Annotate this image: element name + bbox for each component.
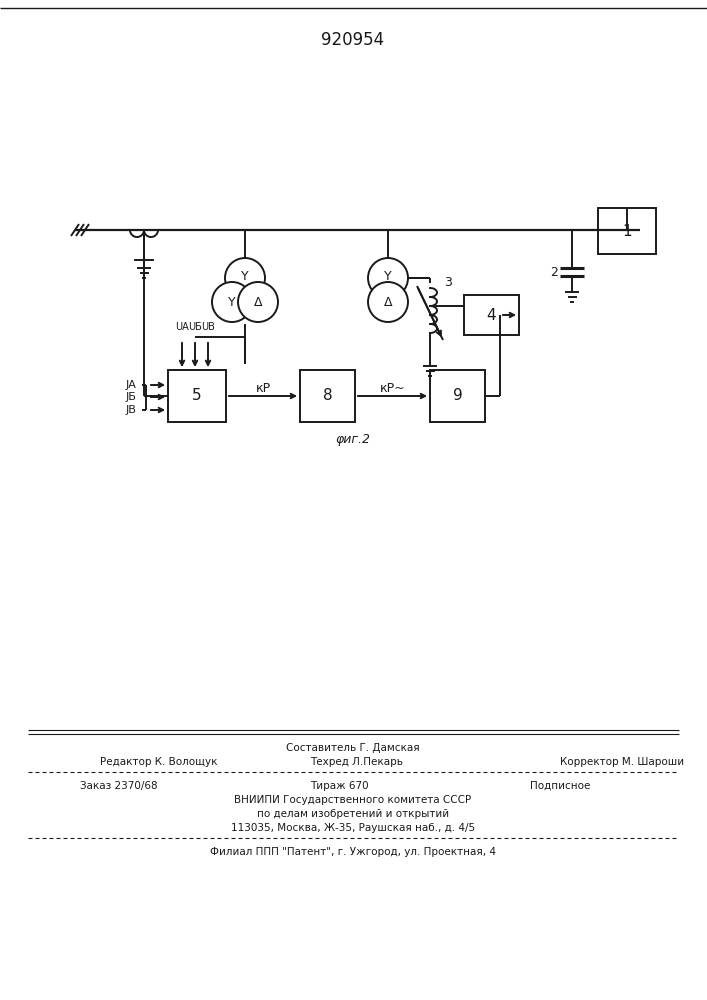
Text: Составитель Г. Дамская: Составитель Г. Дамская xyxy=(286,743,420,753)
Circle shape xyxy=(225,258,265,298)
Text: Техред Л.Пекарь: Техред Л.Пекарь xyxy=(310,757,403,767)
Text: φиг.2: φиг.2 xyxy=(336,434,370,446)
Text: 920954: 920954 xyxy=(322,31,385,49)
Text: JВ: JВ xyxy=(126,405,137,415)
Bar xyxy=(464,295,519,335)
Text: 3: 3 xyxy=(444,276,452,290)
Text: JА: JА xyxy=(126,380,137,390)
Circle shape xyxy=(368,282,408,322)
Text: Филиал ППП "Патент", г. Ужгород, ул. Проектная, 4: Филиал ППП "Патент", г. Ужгород, ул. Про… xyxy=(210,847,496,857)
Text: по делам изобретений и открытий: по делам изобретений и открытий xyxy=(257,809,449,819)
Bar xyxy=(598,208,656,254)
Circle shape xyxy=(368,258,408,298)
Text: UА: UА xyxy=(175,322,189,332)
Bar xyxy=(168,370,226,422)
Text: ВНИИПИ Государственного комитета СССР: ВНИИПИ Государственного комитета СССР xyxy=(235,795,472,805)
Text: Тираж 670: Тираж 670 xyxy=(310,781,368,791)
Text: Корректор М. Шароши: Корректор М. Шароши xyxy=(560,757,684,767)
Bar xyxy=(300,370,355,422)
Text: 4: 4 xyxy=(486,308,496,322)
Text: Y: Y xyxy=(228,296,236,308)
Text: Δ: Δ xyxy=(384,296,392,308)
Text: Δ: Δ xyxy=(254,296,262,308)
Text: 113035, Москва, Ж-35, Раушская наб., д. 4/5: 113035, Москва, Ж-35, Раушская наб., д. … xyxy=(231,823,475,833)
Text: UВ: UВ xyxy=(201,322,215,332)
Text: Подписное: Подписное xyxy=(530,781,590,791)
Bar xyxy=(430,370,485,422)
Text: кP: кP xyxy=(255,381,271,394)
Text: Редактор К. Волощук: Редактор К. Волощук xyxy=(100,757,218,767)
Text: Заказ 2370/68: Заказ 2370/68 xyxy=(80,781,158,791)
Text: Y: Y xyxy=(384,269,392,282)
Text: 8: 8 xyxy=(322,388,332,403)
Text: UБ: UБ xyxy=(188,322,202,332)
Circle shape xyxy=(238,282,278,322)
Text: Y: Y xyxy=(241,269,249,282)
Text: кP~: кP~ xyxy=(380,381,405,394)
Text: 2: 2 xyxy=(550,265,558,278)
Text: 9: 9 xyxy=(452,388,462,403)
Circle shape xyxy=(212,282,252,322)
Text: JБ: JБ xyxy=(126,392,137,402)
Text: 1: 1 xyxy=(622,224,632,238)
Text: 5: 5 xyxy=(192,388,201,403)
